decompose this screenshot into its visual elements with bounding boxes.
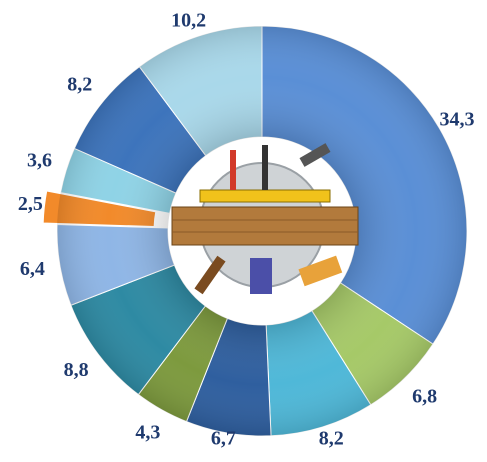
data-label: 8,2 [319,428,344,450]
data-label: 6,4 [20,258,45,280]
data-label: 10,2 [171,10,206,32]
screwdriver [230,150,236,190]
data-label: 3,6 [27,149,52,171]
data-label: 6,8 [412,385,437,407]
data-label: 2,5 [18,193,43,215]
level [199,189,331,203]
knife [262,145,268,190]
data-label: 34,3 [440,108,475,130]
data-label: 8,2 [67,73,92,95]
center-image [168,137,359,325]
data-label: 8,8 [64,359,89,381]
data-label: 4,3 [135,422,160,444]
hammer [299,143,331,167]
plank [171,206,359,246]
data-label: 6,7 [211,428,236,450]
brush [194,255,226,295]
clamp [250,258,272,294]
labels: 34,3 6,8 8,2 6,7 4,3 8,8 6,4 2,5 3,6 8,2 10,2 [18,10,475,450]
saw [298,255,343,287]
